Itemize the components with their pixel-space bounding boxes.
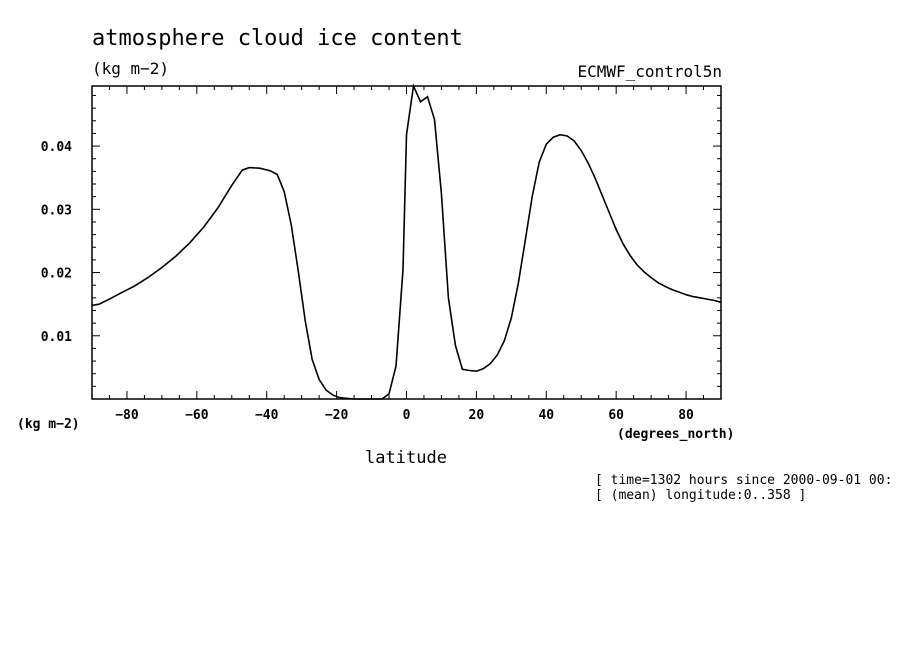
y-tick-label: 0.02 <box>41 267 72 282</box>
y-axis-label: (kg m−2) <box>17 417 80 432</box>
plot-frame <box>91 85 722 400</box>
x-tick-label: −60 <box>185 408 209 423</box>
x-tick-label: 20 <box>469 408 485 423</box>
chart-title: atmosphere cloud ice content <box>92 26 463 51</box>
series-line <box>91 83 722 400</box>
x-tick-label: −20 <box>325 408 349 423</box>
x-tick-label: −80 <box>115 408 139 423</box>
x-tick-label: 60 <box>608 408 624 423</box>
y-tick-labels: 0.01 0.02 0.03 0.04 <box>41 140 72 345</box>
footnote-time: [ time=1302 hours since 2000-09-01 00: <box>595 473 892 488</box>
y-tick-label: 0.03 <box>41 203 72 218</box>
x-axis-label: latitude <box>365 448 447 468</box>
y-tick-label: 0.04 <box>41 140 72 155</box>
footnote-longitude: [ (mean) longitude:0..358 ] <box>595 488 806 503</box>
x-tick-labels: −80 −60 −40 −20 0 20 40 60 80 <box>115 408 694 423</box>
x-tick-label: 80 <box>678 408 694 423</box>
x-axis-units: (degrees_north) <box>617 427 734 442</box>
y-tick-label: 0.01 <box>41 330 72 345</box>
title-units: (kg m−2) <box>92 59 169 78</box>
dataset-label: ECMWF_control5n <box>578 62 723 81</box>
x-tick-label: 0 <box>403 408 411 423</box>
x-tick-label: 40 <box>538 408 554 423</box>
x-tick-label: −40 <box>255 408 279 423</box>
